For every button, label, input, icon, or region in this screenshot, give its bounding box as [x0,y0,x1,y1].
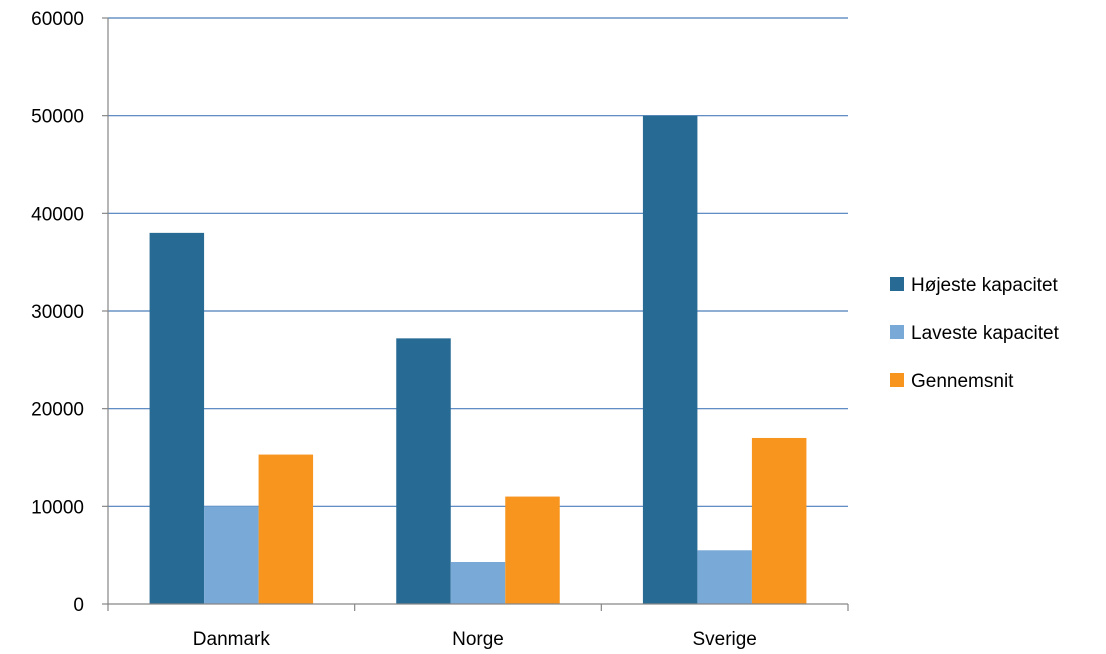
y-tick-label: 20000 [31,400,84,421]
bars [149,115,807,605]
bar-danmark-series-3 [258,454,314,604]
legend-label: Gennemsnit [911,371,1014,392]
legend-label: Laveste kapacitet [911,323,1060,344]
legend-swatch [890,277,904,291]
y-tick-label: 10000 [31,497,84,518]
y-tick-label: 30000 [31,302,84,323]
x-axis-ticks: Danmark Norge Sverige [107,604,849,650]
y-tick-label: 40000 [31,204,84,225]
y-tick-label: 50000 [31,107,84,128]
legend-swatch [890,325,904,339]
bar-sverige-series-3 [751,437,807,604]
y-axis-ticks: 0 10000 20000 30000 40000 50000 60000 [31,9,108,616]
y-tick-label: 0 [73,595,84,616]
x-tick-label: Sverige [692,629,756,650]
gridlines [108,17,848,507]
legend-swatch [890,373,904,387]
bar-danmark-series-2 [204,506,259,604]
y-tick-label: 60000 [31,9,84,30]
legend: Højeste kapacitet Laveste kapacitet Gennem… [890,275,1060,392]
bar-norge-series-2 [450,562,506,604]
bar-sverige-series-2 [697,550,752,604]
x-tick-label: Norge [452,629,504,650]
bar-norge-series-3 [505,496,560,604]
legend-label: Højeste kapacitet [911,275,1059,296]
bar-sverige-series-1 [642,115,698,605]
x-tick-label: Danmark [193,629,271,650]
bar-norge-series-1 [396,338,451,604]
bar-danmark-series-1 [149,232,205,604]
